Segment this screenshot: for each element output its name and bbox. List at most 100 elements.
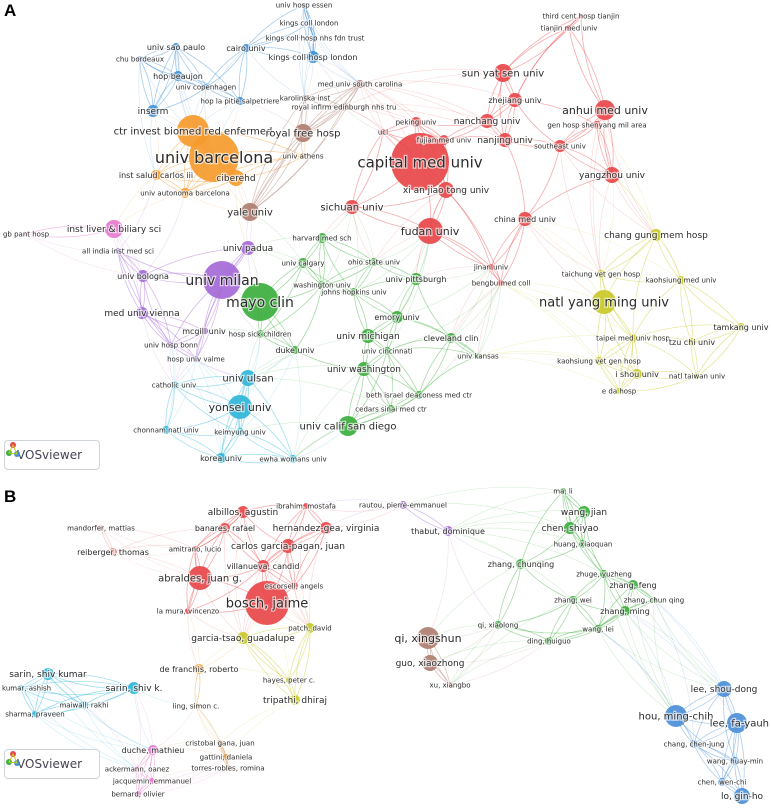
network-node[interactable] xyxy=(383,347,391,355)
network-node[interactable] xyxy=(105,220,123,238)
network-node[interactable] xyxy=(629,334,637,342)
network-node[interactable] xyxy=(302,3,306,7)
network-node[interactable] xyxy=(148,745,158,755)
network-node[interactable] xyxy=(240,370,256,386)
network-node[interactable] xyxy=(228,170,244,186)
network-node[interactable] xyxy=(727,713,747,733)
network-node[interactable] xyxy=(245,581,289,625)
network-node[interactable] xyxy=(80,701,88,709)
network-node[interactable] xyxy=(731,757,739,765)
network-node[interactable] xyxy=(498,280,504,286)
network-node[interactable] xyxy=(241,283,279,321)
network-node[interactable] xyxy=(488,264,494,270)
network-node[interactable] xyxy=(291,346,299,354)
network-node[interactable] xyxy=(194,664,204,674)
network-node[interactable] xyxy=(338,416,358,436)
network-node[interactable] xyxy=(294,124,312,142)
network-node[interactable] xyxy=(391,133,449,191)
network-node[interactable] xyxy=(422,655,438,671)
network-node[interactable] xyxy=(494,64,512,82)
network-node[interactable] xyxy=(508,93,522,107)
network-node[interactable] xyxy=(257,560,269,572)
network-node[interactable] xyxy=(168,342,174,348)
network-node[interactable] xyxy=(579,540,587,548)
network-node[interactable] xyxy=(203,261,241,299)
network-node[interactable] xyxy=(237,632,249,644)
network-node[interactable] xyxy=(399,501,407,509)
network-node[interactable] xyxy=(737,323,745,331)
network-node[interactable] xyxy=(665,705,687,727)
network-node[interactable] xyxy=(595,357,603,365)
network-node[interactable] xyxy=(628,580,638,590)
network-node[interactable] xyxy=(498,133,512,147)
network-node[interactable] xyxy=(734,788,750,804)
network-node[interactable] xyxy=(42,668,54,680)
network-node[interactable] xyxy=(193,356,199,362)
network-node[interactable] xyxy=(147,105,159,117)
network-node[interactable] xyxy=(560,488,566,494)
network-node[interactable] xyxy=(307,21,311,25)
network-node[interactable] xyxy=(188,566,212,590)
network-node[interactable] xyxy=(307,51,319,63)
network-node[interactable] xyxy=(554,140,566,152)
network-node[interactable] xyxy=(716,681,732,697)
network-node[interactable] xyxy=(170,381,178,389)
network-node[interactable] xyxy=(192,546,198,552)
network-node[interactable] xyxy=(594,625,602,633)
network-node[interactable] xyxy=(350,288,358,296)
network-node[interactable] xyxy=(340,103,348,111)
network-node[interactable] xyxy=(162,426,170,434)
network-node[interactable] xyxy=(370,258,378,266)
network-node[interactable] xyxy=(241,203,259,221)
network-node[interactable] xyxy=(241,241,255,255)
network-node[interactable] xyxy=(632,369,642,379)
network-node[interactable] xyxy=(300,153,306,159)
network-node[interactable] xyxy=(303,503,309,509)
network-node[interactable] xyxy=(225,765,231,771)
network-node[interactable] xyxy=(438,182,454,198)
network-node[interactable] xyxy=(172,43,180,51)
network-node[interactable] xyxy=(566,25,572,31)
network-node[interactable] xyxy=(228,395,252,419)
network-node[interactable] xyxy=(597,270,605,278)
network-node[interactable] xyxy=(494,621,502,629)
network-node[interactable] xyxy=(417,627,439,649)
network-node[interactable] xyxy=(220,523,230,533)
network-node[interactable] xyxy=(242,44,250,52)
network-node[interactable] xyxy=(579,14,583,18)
network-node[interactable] xyxy=(236,97,244,105)
network-node[interactable] xyxy=(237,506,249,518)
network-node[interactable] xyxy=(593,121,601,129)
network-node[interactable] xyxy=(688,338,696,346)
network-node[interactable] xyxy=(677,276,685,284)
network-node[interactable] xyxy=(356,80,364,88)
network-node[interactable] xyxy=(135,791,141,797)
network-node[interactable] xyxy=(480,114,494,128)
network-node[interactable] xyxy=(305,623,315,633)
network-node[interactable] xyxy=(200,327,208,335)
network-node[interactable] xyxy=(475,353,481,359)
network-node[interactable] xyxy=(298,258,308,268)
network-node[interactable] xyxy=(137,56,143,62)
network-node[interactable] xyxy=(616,388,622,394)
network-node[interactable] xyxy=(516,559,526,569)
network-node[interactable] xyxy=(415,391,423,399)
network-node[interactable] xyxy=(193,703,199,709)
network-node[interactable] xyxy=(410,273,422,285)
network-node[interactable] xyxy=(313,36,317,40)
network-node[interactable] xyxy=(620,606,630,616)
network-node[interactable] xyxy=(98,525,104,531)
network-node[interactable] xyxy=(180,188,190,198)
network-node[interactable] xyxy=(443,526,453,536)
network-node[interactable] xyxy=(151,170,161,180)
network-node[interactable] xyxy=(690,740,698,748)
network-node[interactable] xyxy=(177,115,209,147)
network-node[interactable] xyxy=(439,135,449,145)
network-node[interactable] xyxy=(317,233,327,243)
network-node[interactable] xyxy=(417,218,443,244)
network-node[interactable] xyxy=(32,711,38,717)
network-node[interactable] xyxy=(173,71,183,81)
network-node[interactable] xyxy=(115,248,121,254)
network-node[interactable] xyxy=(223,754,229,760)
network-node[interactable] xyxy=(592,290,616,314)
